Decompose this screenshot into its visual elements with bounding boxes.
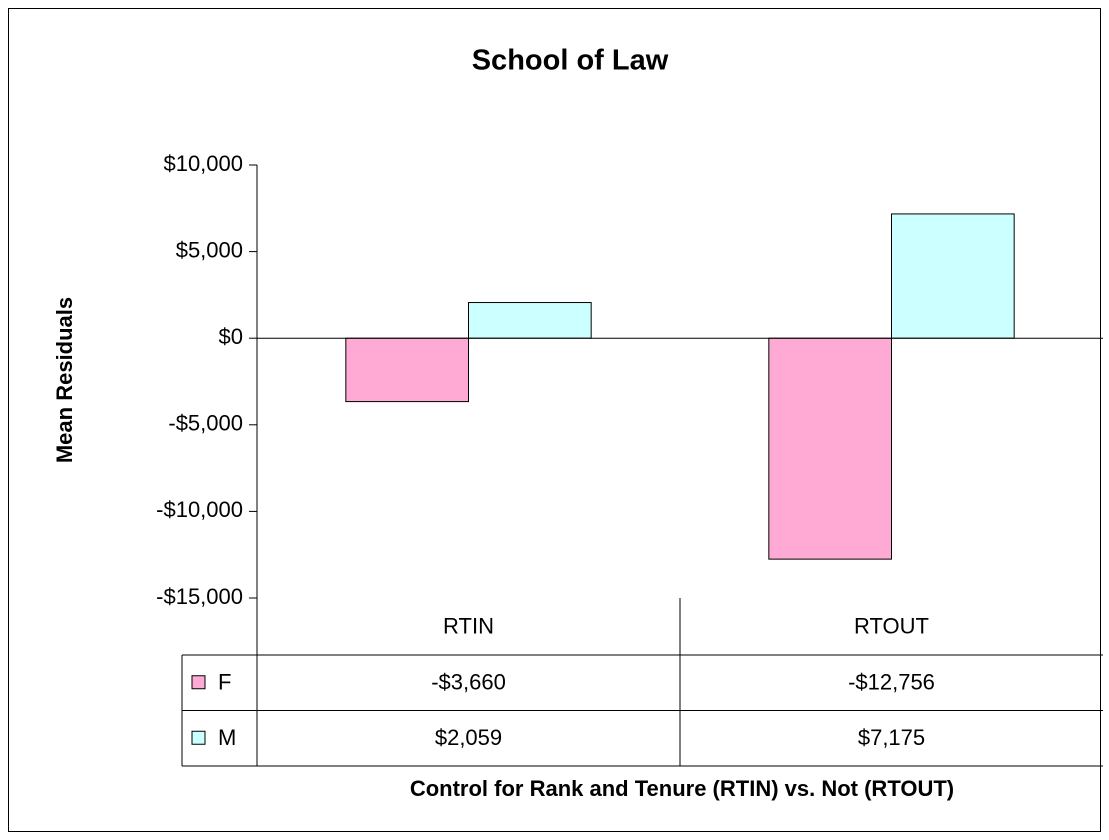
data-label: $7,175 (858, 725, 925, 750)
bar (345, 337, 469, 403)
data-label: -$12,756 (848, 670, 935, 695)
legend-swatch (191, 675, 206, 690)
bar (768, 337, 893, 560)
legend-label: F (218, 670, 231, 695)
y-tick-label: -$10,000 (156, 497, 243, 522)
x-tick-label: RTIN (443, 613, 494, 638)
y-axis-label: Mean Residuals (52, 297, 77, 463)
x-axis-label: Control for Rank and Tenure (RTIN) vs. N… (410, 776, 954, 801)
y-tick-label: -$15,000 (156, 584, 243, 609)
chart-border (8, 8, 1101, 832)
data-label: $2,059 (435, 725, 502, 750)
y-tick-label: $5,000 (176, 237, 243, 262)
data-label: -$3,660 (431, 670, 506, 695)
chart-title: School of Law (472, 45, 669, 77)
y-tick-label: $0 (219, 324, 243, 349)
bar (891, 213, 1015, 339)
legend-swatch (191, 730, 206, 745)
bar (468, 302, 592, 339)
y-tick-label: $10,000 (163, 151, 243, 176)
legend-label: M (218, 725, 236, 750)
y-tick-label: -$5,000 (168, 411, 243, 436)
x-tick-label: RTOUT (854, 613, 929, 638)
